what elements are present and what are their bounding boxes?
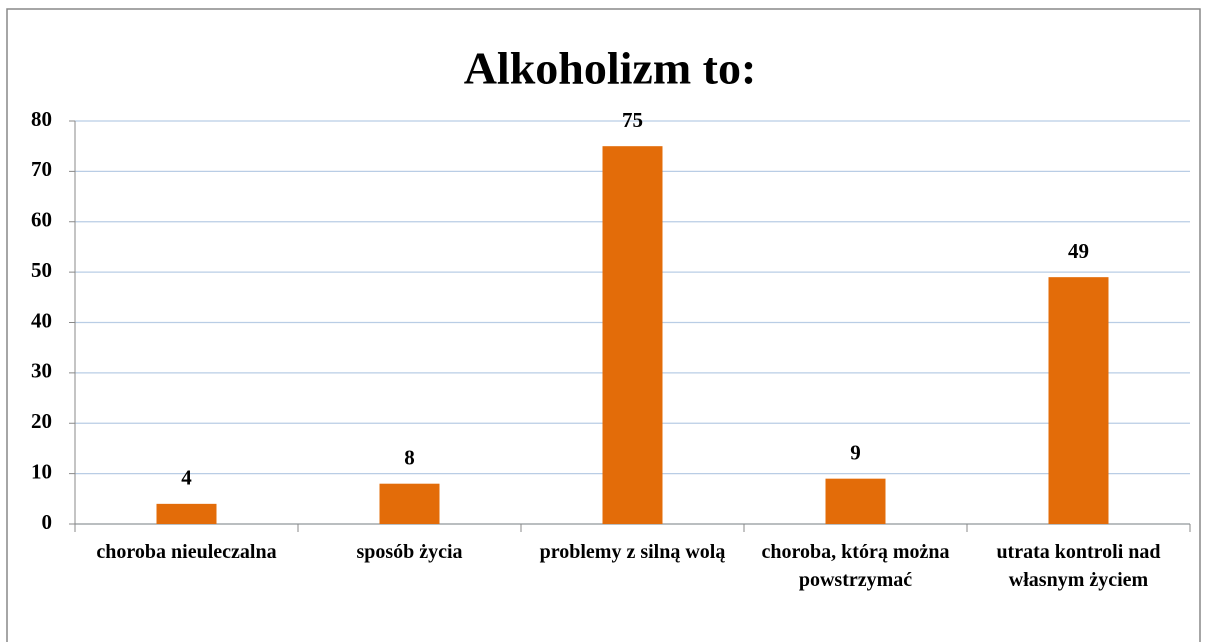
data-label: 9 <box>850 440 861 464</box>
bar <box>1048 277 1109 524</box>
y-tick-label: 70 <box>31 157 52 181</box>
y-tick-label: 0 <box>42 510 53 534</box>
bar <box>825 478 886 524</box>
data-label: 8 <box>404 446 415 470</box>
chart-title: Alkoholizm to: <box>464 43 757 94</box>
y-tick-label: 60 <box>31 208 52 232</box>
x-tick-label: utrata kontroli nad własnym życiem <box>996 541 1161 591</box>
y-tick-label: 10 <box>31 459 52 483</box>
y-tick-label: 30 <box>31 359 52 383</box>
data-label: 49 <box>1068 239 1089 263</box>
x-tick-label: problemy z silną wolą <box>539 541 726 563</box>
bar <box>602 146 663 524</box>
x-tick-label: choroba nieuleczalna <box>96 541 277 563</box>
y-tick-label: 20 <box>31 409 52 433</box>
y-tick-label: 50 <box>31 258 52 282</box>
bar <box>379 483 440 524</box>
data-label: 4 <box>181 466 192 490</box>
x-tick-label: choroba, którą można powstrzymać <box>761 541 950 591</box>
y-tick-label: 40 <box>31 308 52 332</box>
y-tick-label: 80 <box>31 107 52 131</box>
x-tick-label: sposób życia <box>356 541 463 563</box>
data-label: 75 <box>622 108 643 132</box>
bar <box>156 503 217 524</box>
